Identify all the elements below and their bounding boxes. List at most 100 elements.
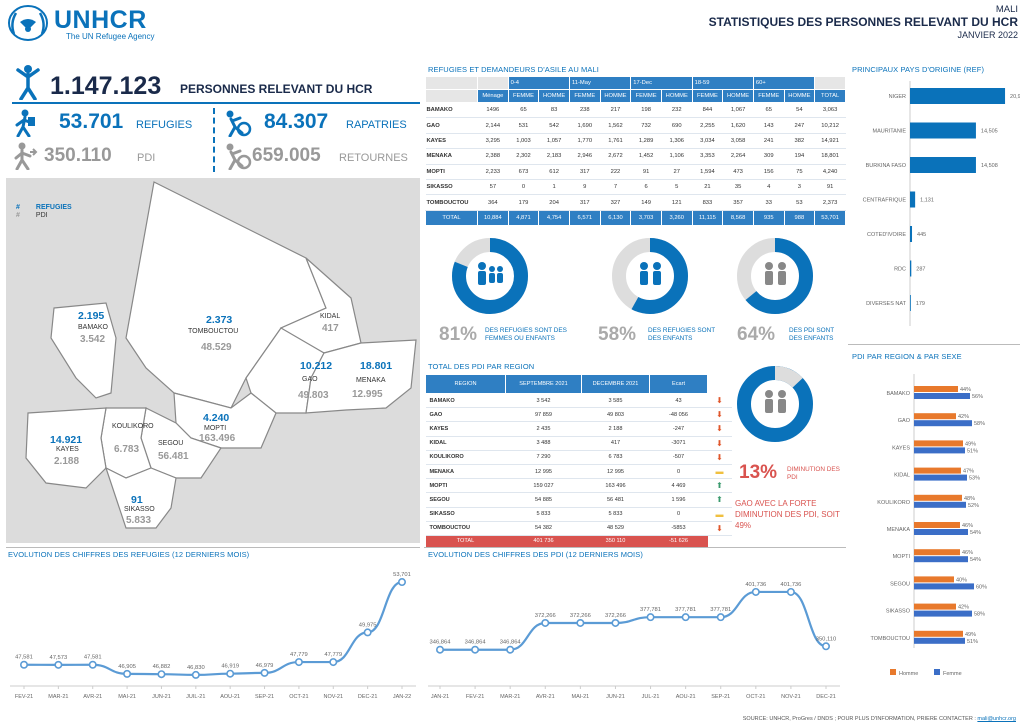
map-gao-refugees: 10.212 [300,360,333,372]
table-row: MENAKA 12 995 12 995 0 ▬ [425,464,732,480]
map-segou-name: SEGOU [158,440,184,447]
row-cell: 57 [477,179,509,196]
gender-value-label: 52% [968,503,979,509]
returnees-value: 659.005 [252,145,321,166]
row-cell: 1,067 [722,102,754,119]
ref-subheader-6: HOMME [660,89,693,103]
row-region: TOMBOUCTOU [425,194,478,211]
row-cell: 9 [569,179,601,196]
line-point [471,645,480,654]
age-group-3: 18-59 [691,76,754,90]
row-cell: 2,264 [722,148,754,165]
idp-family-icon [765,390,786,413]
refugee-table-subheader: Ménage FEMME HOMME FEMME HOMME FEMME HOMME FEMM… [425,89,846,103]
row-cell: 0 [508,179,539,196]
origin-bar [910,157,976,173]
row-cell: 3 488 [505,436,582,451]
repatriates-label: RAPATRIES [346,119,407,131]
row-cell: 75 [784,164,815,180]
footer-contact[interactable]: mali@unhcr.org [977,716,1016,722]
line-point [260,668,269,677]
gender-chart-divider [848,344,1020,345]
line-point [646,613,655,622]
idp-label: PDI [137,152,156,164]
map-legend: # REFUGIES # PDI [16,204,72,219]
table-row: KAYES 2 435 2 188 -247 ⬇ [425,421,732,437]
gender-value-label: 53% [969,476,980,482]
map-segou-idp: 56.481 [158,451,189,462]
row-cell: 10,212 [814,117,846,134]
line-x-label: OCT-21 [289,694,308,700]
total-cell: TOTAL [425,209,478,227]
idp-col-region: REGION [425,374,506,394]
kpi-divider [12,102,420,104]
repatriates-value: 84.307 [264,110,329,133]
gender-chart-title: PDI PAR REGION & PAR SEXE [852,352,962,361]
gender-value-label: 54% [970,557,981,563]
donut-panel-4: 13% DIMINUTION DES PDI GAO AVEC LA FORTE… [733,360,845,540]
gender-value-label: 46% [962,550,973,556]
row-region: MENAKA [425,464,506,480]
map-kayes-refugees: 14.921 [50,434,83,446]
gender-legend-label: Homme [899,671,918,677]
row-cell: 4,240 [814,164,846,180]
pct-idp-decrease-label: DIMINUTION DES PDI [787,466,840,481]
row-cell: 4 469 [649,478,708,494]
gender-bar-homme [914,386,958,392]
age-group-4: 60+ [752,76,816,90]
row-cell: 4 [753,179,785,196]
idp-line-title: EVOLUTION DES CHIFFRES DES PDI (12 DERNI… [428,550,643,559]
row-cell: 732 [630,117,662,134]
row-cell: 48 529 [581,521,650,536]
origin-value-label: 14,508 [981,163,998,169]
origin-category-label: RDC [894,267,906,273]
gender-bar-homme [914,549,960,556]
gender-category-label: MENAKA [887,527,911,533]
table-row: GAO 2,144 531 542 1,690 1,562 732 690 2,255 1,620… [425,117,846,134]
ref-subheader-3: FEMME [568,89,601,103]
line-x-label: MAR-21 [500,694,520,700]
row-cell: 6 783 [581,450,650,465]
map-koulikoro-name: KOULIKORO [112,423,154,430]
line-x-label: AOU-21 [676,694,696,700]
row-cell: 0 [649,464,708,480]
gender-bar-homme [914,576,954,583]
gender-category-label: SEGOU [890,581,910,587]
row-region: BAMAKO [425,102,478,119]
row-cell: 27 [661,164,693,180]
ref-subheader-11: TOTAL [814,89,846,103]
gender-value-label: 49% [965,632,976,638]
refugees-value: 53.701 [59,110,124,133]
returnees-label: RETOURNES [339,152,408,164]
row-cell: 2,302 [508,148,539,165]
trend-up-icon: ⬆ [707,478,732,494]
line-x-label: JAN-22 [393,694,411,700]
donut-chart-women-children [452,238,528,314]
line-value-label: 377,781 [675,607,696,613]
gender-value-label: 60% [976,584,987,590]
total-cell: 935 [752,209,785,227]
gender-value-label: 58% [974,421,985,427]
line-value-label: 47,779 [324,652,342,658]
row-cell: 179 [508,194,539,211]
row-cell: 3 585 [581,393,650,409]
person-running-icon [16,65,40,100]
unhcr-emblem-icon [8,5,48,41]
total-cell: 4,754 [538,209,570,227]
line-value-label: 401,736 [745,582,766,588]
map-bamako-name: BAMAKO [78,324,108,331]
line-point [541,618,550,627]
line-point [54,660,63,669]
family-icon [478,262,503,285]
row-cell: 5 833 [505,507,582,522]
donut-chart-idp-children [737,238,813,314]
total-cell: 4,871 [507,209,540,227]
line-value-label: 372,266 [605,613,626,619]
gender-value-label: 56% [972,394,983,400]
trend-down-icon: ⬇ [707,521,732,536]
ref-subheader-1: FEMME [507,89,540,103]
line-point [821,642,830,651]
line-point [786,587,795,596]
org-tagline: The UN Refugee Agency [66,32,155,41]
line-value-label: 46,919 [221,664,239,670]
